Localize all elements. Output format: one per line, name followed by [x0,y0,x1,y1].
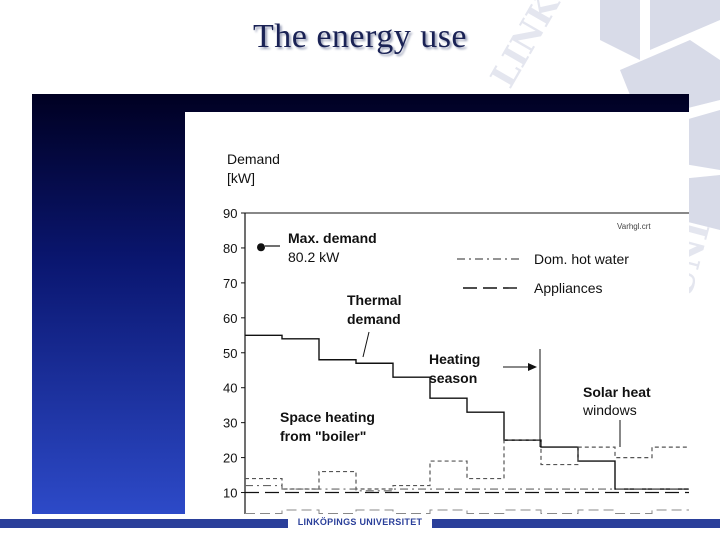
y-tick-label: 90 [223,206,237,221]
max-demand-label: Max. demand [288,230,377,246]
heating-season-arrow-head [528,363,537,371]
series-total-demand [245,439,689,490]
slide-title: The energy use [252,18,468,55]
heating-season-label-line1: Heating [429,351,480,367]
series-space-heating [245,509,689,514]
y-tick-label: 70 [223,276,237,291]
energy-demand-chart: 10 20 30 40 50 60 70 80 90 Demand [kW] Varhgl.cr… [223,151,689,514]
solar-heat-label-line1: Solar heat [583,384,651,400]
series-hot-water [245,484,689,492]
thermal-demand-leader [362,331,370,358]
solar-heat-label-line2: windows [582,402,637,418]
thermal-demand-label-line1: Thermal [347,292,401,308]
series-thermal-demand [245,334,689,490]
y-tick-label: 50 [223,346,237,361]
footer-bar [0,519,720,528]
y-tick-label: 60 [223,311,237,326]
legend-label-appliances: Appliances [534,280,603,296]
legend-label-hot-water: Dom. hot water [534,251,629,267]
max-demand-marker [257,243,265,252]
y-tick-label: 10 [223,486,237,501]
chart-legend: Dom. hot water Appliances [457,251,629,296]
chart-area: 10 20 30 40 50 60 70 80 90 Demand [kW] Varhgl.cr… [185,112,689,514]
y-axis-label-line1: Demand [227,151,280,167]
y-tick-label: 80 [223,241,237,256]
y-tick-label: 20 [223,451,237,466]
footer-university-name: LINKÖPINGS UNIVERSITET [297,517,423,527]
max-demand-value: 80.2 kW [288,249,340,265]
source-tag: Varhgl.crt [617,222,651,231]
y-axis-label-line2: [kW] [227,170,255,186]
heating-season-label-line2: season [429,370,477,386]
thermal-demand-label-line2: demand [347,311,401,327]
space-heating-label-line2: from "boiler" [280,428,366,444]
y-tick-label: 40 [223,381,237,396]
space-heating-label-line1: Space heating [280,409,375,425]
y-tick-label: 30 [223,416,237,431]
